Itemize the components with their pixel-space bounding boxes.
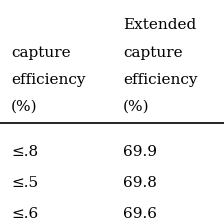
Text: efficiency: efficiency [11,73,86,87]
Text: capture: capture [11,46,71,60]
Text: 69.6: 69.6 [123,207,157,221]
Text: capture: capture [123,46,183,60]
Text: 69.8: 69.8 [123,176,157,190]
Text: (%): (%) [123,99,150,113]
Text: Extended: Extended [123,18,196,32]
Text: ≤.5: ≤.5 [11,176,38,190]
Text: (%): (%) [11,99,38,113]
Text: ≤.6: ≤.6 [11,207,39,221]
Text: 69.9: 69.9 [123,145,157,159]
Text: ≤.8: ≤.8 [11,145,38,159]
Text: efficiency: efficiency [123,73,198,87]
